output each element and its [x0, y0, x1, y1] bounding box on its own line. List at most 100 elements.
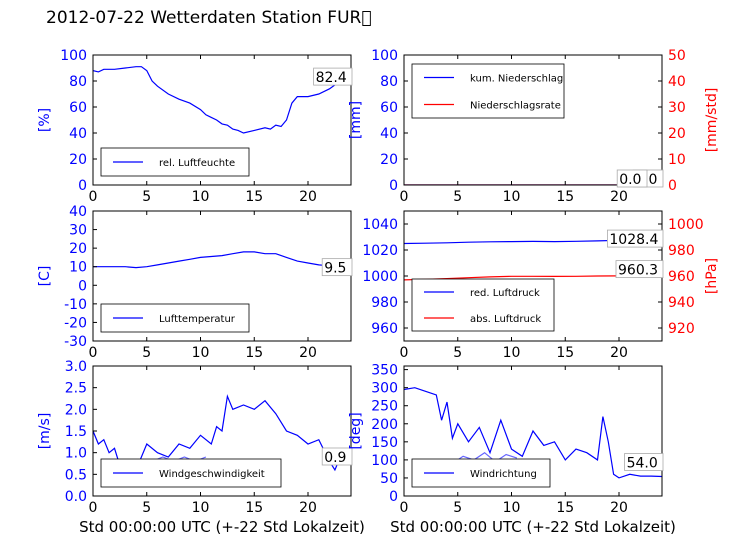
y-right-tick-label: 40 [668, 74, 686, 90]
y-tick-label: -20 [64, 315, 87, 331]
y-tick-label: 60 [69, 100, 87, 116]
value-annotation: 0.9 [324, 450, 346, 466]
x-tick-label: 20 [299, 500, 317, 516]
series-line-temperature-0 [93, 251, 351, 269]
x-tick-label: 10 [192, 500, 210, 516]
y-right-tick-label: 50 [668, 48, 686, 64]
x-tick-label: 15 [245, 189, 263, 205]
legend-frame [411, 278, 555, 332]
y-right-tick-label: 10 [668, 152, 686, 168]
x-tick-label: 5 [142, 345, 151, 361]
y-tick-label: 0.5 [65, 467, 87, 483]
y-tick-label: 2.0 [65, 402, 87, 418]
value-annotation-box [616, 169, 648, 188]
x-tick-label: 5 [453, 189, 462, 205]
legend-label: Windrichtung [470, 469, 537, 480]
panel-pressure: 0 5 10 15 20 960 980 1000 1020 1040 920 940 960 980 10… [362, 210, 720, 361]
legend: Windrichtung [411, 458, 551, 488]
y-tick-label: 20 [69, 241, 87, 257]
y-right-tick-label: 980 [668, 243, 695, 259]
y-tick-label: 40 [69, 204, 87, 220]
y-tick-label: 40 [69, 126, 87, 142]
y-tick-label: -10 [64, 297, 87, 313]
value-annotation-box [321, 258, 353, 277]
legend-label: abs. Luftdruck [470, 314, 541, 325]
legend: red. Luftdruck abs. Luftdruck [411, 278, 555, 332]
value-annotation-box [607, 229, 664, 248]
y-tick-label: 1.0 [65, 446, 87, 462]
panel-windspeed: 0 5 10 15 20 0.0 0.5 1.0 1.5 2.0 2.5 3.0 [m/s] 0.9 Win… [37, 359, 353, 516]
legend-label: Niederschlagsrate [470, 101, 561, 112]
x-axis-label-right: Std 00:00:00 UTC (+-22 Std Lokalzeit) [390, 518, 676, 536]
x-tick-label: 20 [610, 345, 628, 361]
y-tick-label: 0 [389, 178, 398, 194]
y-tick-label: 250 [371, 399, 398, 415]
x-tick-label: 5 [453, 500, 462, 516]
y-tick-label: 100 [60, 48, 87, 64]
x-tick-label: 20 [299, 345, 317, 361]
y-right-tick-label: 920 [668, 321, 695, 337]
x-tick-label: 0 [89, 345, 98, 361]
x-tick-label: 20 [610, 500, 628, 516]
value-annotation: 54.0 [627, 456, 658, 472]
y-tick-label: 80 [380, 74, 398, 90]
x-tick-label: 10 [192, 189, 210, 205]
y-tick-label: 960 [371, 321, 398, 337]
plot-frame [403, 365, 663, 497]
y-right-tick-label: 940 [668, 295, 695, 311]
legend: kum. Niederschlag Niederschlagsrate [411, 63, 565, 119]
y-tick-label: 300 [371, 381, 398, 397]
x-tick-label: 15 [556, 189, 574, 205]
x-tick-label: 0 [89, 189, 98, 205]
x-tick-label: 5 [142, 500, 151, 516]
y-right-tick-label: 30 [668, 100, 686, 116]
y-tick-label: 60 [380, 100, 398, 116]
value-annotation: 960.3 [618, 263, 658, 279]
legend-label: red. Luftdruck [470, 288, 540, 299]
x-tick-label: 0 [89, 500, 98, 516]
value-annotation-box [624, 453, 664, 471]
y-right-tick-label: 1000 [668, 217, 704, 233]
y-tick-label: 0.0 [65, 489, 87, 505]
x-tick-label: 5 [453, 345, 462, 361]
value-annotation-box [615, 260, 664, 279]
x-tick-label: 15 [245, 345, 263, 361]
y-tick-label: 20 [69, 152, 87, 168]
legend-label: Lufttemperatur [159, 314, 236, 325]
legend-frame [411, 63, 565, 119]
x-tick-label: 0 [400, 500, 409, 516]
series-line-humidity-0 [93, 66, 351, 134]
y-tick-label: 1000 [362, 269, 398, 285]
series-line-winddir-1 [452, 451, 518, 464]
x-tick-label: 20 [610, 189, 628, 205]
panel-precip: 0 5 10 15 20 0 20 40 60 80 100 0 10 20 30 40 50 [mm] [mm/s… [348, 48, 720, 205]
y-tick-label: 200 [371, 417, 398, 433]
y-tick-label: 2.5 [65, 381, 87, 397]
y-tick-label: 0 [389, 489, 398, 505]
plot-frame [403, 54, 663, 186]
value-annotation-box [321, 447, 353, 466]
y-tick-label: 0 [78, 278, 87, 294]
value-annotation: 1028.4 [609, 232, 658, 248]
legend-label: Windgeschwindigkeit [159, 469, 265, 480]
y-tick-label: 3.0 [65, 359, 87, 375]
y-tick-label: 30 [69, 223, 87, 239]
legend: Lufttemperatur [100, 303, 250, 333]
y-tick-label: 20 [380, 152, 398, 168]
legend-label: rel. Luftfeuchte [159, 158, 235, 169]
x-tick-label: 15 [245, 500, 263, 516]
y-axis-label: [C] [37, 266, 53, 287]
y-tick-label: 350 [371, 363, 398, 379]
y-tick-label: 40 [380, 126, 398, 142]
x-tick-label: 15 [556, 345, 574, 361]
y-tick-label: 1.5 [65, 424, 87, 440]
y-axis-label-right: [mm/std] [704, 88, 720, 153]
value-annotation: 9.5 [324, 261, 346, 277]
value-annotation: 0.0 [619, 172, 641, 188]
panel-winddir: 0 5 10 15 20050100150200250300350[deg]54.0Wi… [348, 363, 664, 516]
y-axis-label: [m/s] [37, 413, 53, 450]
x-tick-label: 5 [142, 189, 151, 205]
x-tick-label: 20 [299, 189, 317, 205]
y-tick-label: 80 [69, 74, 87, 90]
